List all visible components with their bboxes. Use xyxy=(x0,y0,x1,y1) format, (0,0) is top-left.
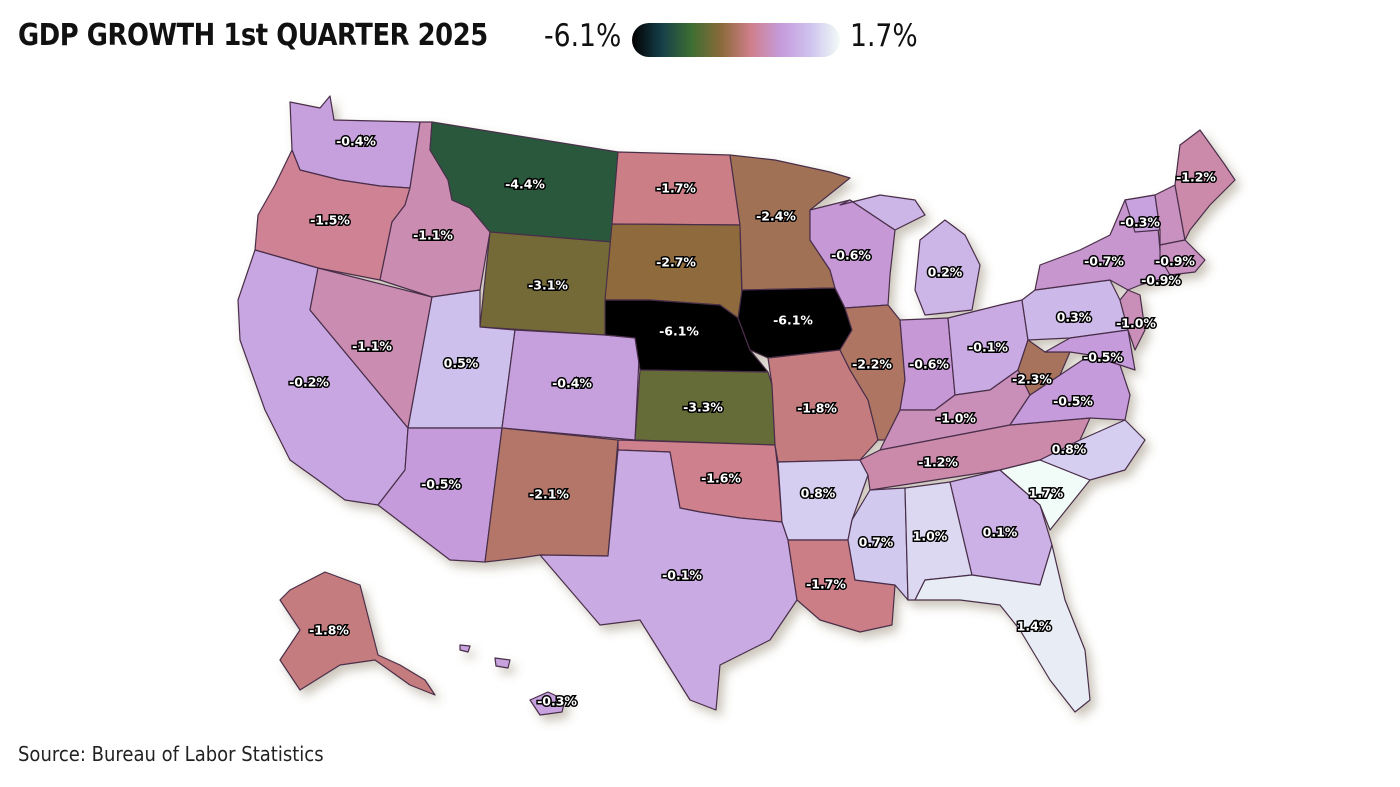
state-label-mt: -4.4% xyxy=(505,177,545,192)
state-label-il: -2.2% xyxy=(852,357,892,372)
state-label-wv: -2.3% xyxy=(1012,372,1052,387)
state-label-or: -1.5% xyxy=(310,213,350,228)
state-il[interactable] xyxy=(839,304,906,441)
state-label-md: -0.5% xyxy=(1083,350,1123,365)
state-mi[interactable] xyxy=(914,219,981,316)
state-label-ks: -3.3% xyxy=(683,400,723,415)
state-label-al: 1.0% xyxy=(913,529,948,544)
state-label-nc: 0.8% xyxy=(1052,442,1087,457)
state-label-nj: -1.0% xyxy=(1116,316,1156,331)
state-sc[interactable] xyxy=(999,459,1091,531)
state-label-pa: 0.3% xyxy=(1057,310,1092,325)
page-title: GDP GROWTH 1st QUARTER 2025 xyxy=(18,18,488,53)
state-label-nm: -2.1% xyxy=(529,487,569,502)
state-label-ut: 0.5% xyxy=(444,356,479,371)
state-label-me: -1.2% xyxy=(1176,170,1216,185)
state-label-ga: 0.1% xyxy=(983,525,1018,540)
state-label-ak: -1.8% xyxy=(309,623,349,638)
state-co[interactable] xyxy=(501,329,641,441)
state-label-in: -0.6% xyxy=(909,357,949,372)
color-scale-legend xyxy=(632,23,840,57)
state-label-az: -0.5% xyxy=(421,477,461,492)
state-label-va: -0.5% xyxy=(1053,394,1093,409)
state-label-mn: -2.4% xyxy=(756,209,796,224)
state-label-hi: -0.3% xyxy=(537,694,577,709)
state-label-ok: -1.6% xyxy=(701,471,741,486)
source-note: Source: Bureau of Labor Statistics xyxy=(18,742,324,766)
state-label-wy: -3.1% xyxy=(528,278,568,293)
state-mi-upper[interactable] xyxy=(839,194,926,231)
state-label-tn: -1.2% xyxy=(918,455,958,470)
state-label-wi: -0.6% xyxy=(831,248,871,263)
state-label-la: -1.7% xyxy=(806,577,846,592)
state-label-ma: -0.9% xyxy=(1141,273,1181,288)
state-label-mi: 0.2% xyxy=(928,265,963,280)
state-tx[interactable] xyxy=(539,449,798,711)
state-label-nv: -1.1% xyxy=(352,339,392,354)
state-label-mo: -1.8% xyxy=(797,401,837,416)
state-label-ca: -0.2% xyxy=(289,375,329,390)
state-label-sd: -2.7% xyxy=(656,255,696,270)
state-label-sc: 1.7% xyxy=(1029,486,1064,501)
state-label-nh: -0.9% xyxy=(1155,254,1195,269)
state-fl[interactable] xyxy=(914,544,1091,713)
legend-max-label: 1.7% xyxy=(850,18,918,54)
state-label-id: -1.1% xyxy=(413,228,453,243)
state-label-fl: 1.4% xyxy=(1017,619,1052,634)
state-label-nd: -1.7% xyxy=(656,181,696,196)
state-ne[interactable] xyxy=(604,299,769,373)
state-hi[interactable] xyxy=(459,644,566,716)
state-ak[interactable] xyxy=(279,571,436,696)
state-nc[interactable] xyxy=(1039,419,1146,481)
state-md[interactable] xyxy=(1044,329,1136,371)
state-label-ia: -6.1% xyxy=(773,313,813,328)
state-label-ky: -1.0% xyxy=(936,411,976,426)
state-label-tx: -0.1% xyxy=(662,568,702,583)
state-label-ne: -6.1% xyxy=(659,324,699,339)
state-label-oh: -0.1% xyxy=(968,340,1008,355)
legend-min-label: -6.1% xyxy=(544,18,622,54)
state-label-vt: -0.3% xyxy=(1120,215,1160,230)
state-me[interactable] xyxy=(1174,129,1236,241)
state-label-wa: -0.4% xyxy=(336,134,376,149)
state-label-co: -0.4% xyxy=(552,376,592,391)
state-label-ny: -0.7% xyxy=(1084,254,1124,269)
state-label-ms: 0.7% xyxy=(859,535,894,550)
state-nj[interactable] xyxy=(1119,289,1146,351)
state-label-ar: 0.8% xyxy=(801,486,836,501)
